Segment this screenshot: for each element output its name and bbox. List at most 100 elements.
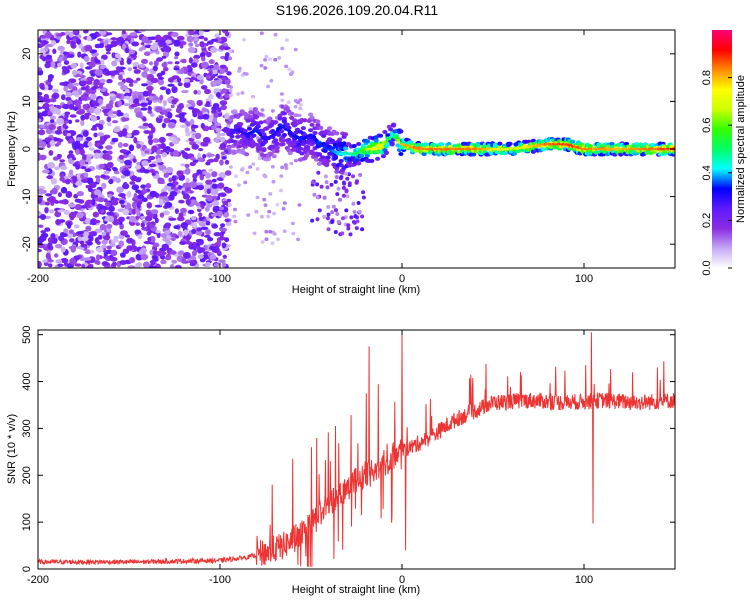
- heatmap-cell: [72, 163, 78, 167]
- heatmap-cell: [214, 122, 221, 127]
- heatmap-cell: [281, 111, 287, 116]
- heatmap-cell: [205, 194, 213, 202]
- heatmap-cell: [71, 70, 77, 76]
- heatmap-cell: [38, 140, 44, 147]
- heatmap-cell: [149, 61, 153, 66]
- heatmap-cell: [232, 109, 238, 114]
- heatmap-cell: [303, 154, 309, 159]
- heatmap-cell: [141, 58, 148, 64]
- heatmap-cell: [108, 205, 115, 212]
- heatmap-cell: [219, 192, 227, 197]
- colorbar-tick-label: 0.6: [701, 118, 713, 133]
- heatmap-cell: [334, 175, 339, 179]
- heatmap-cell: [338, 197, 342, 202]
- heatmap-cell: [141, 226, 149, 231]
- heatmap-cell: [87, 141, 93, 147]
- heatmap-cell: [122, 208, 129, 216]
- heatmap-cell: [168, 217, 177, 221]
- heatmap-cell: [341, 185, 346, 190]
- heatmap-cell: [85, 85, 90, 91]
- heatmap-cell: [131, 184, 139, 191]
- heatmap-cell: [97, 132, 105, 137]
- heatmap-cell: [196, 100, 203, 106]
- heatmap-cell: [97, 197, 105, 203]
- heatmap-cell: [90, 218, 98, 226]
- heatmap-cell: [65, 178, 71, 185]
- heatmap-cell: [47, 84, 53, 91]
- heatmap-cell: [72, 157, 77, 161]
- heatmap-cell: [282, 201, 287, 205]
- heatmap-cell: [54, 166, 61, 171]
- heatmap-cell: [68, 229, 74, 235]
- heatmap-cell: [242, 129, 248, 133]
- heatmap-cell: [112, 261, 117, 267]
- heatmap-cell: [236, 183, 241, 187]
- colorbar-tick-label: 0.8: [701, 70, 713, 85]
- heatmap-cell: [188, 244, 195, 250]
- heatmap-cell: [184, 147, 191, 151]
- heatmap-cell: [214, 33, 220, 39]
- heatmap-cell: [213, 263, 221, 267]
- heatmap-cell: [205, 101, 211, 107]
- heatmap-cell: [206, 40, 214, 45]
- heatmap-cell: [62, 103, 70, 110]
- heatmap-cell: [40, 86, 45, 90]
- heatmap-cell: [353, 214, 358, 219]
- heatmap-cell: [191, 216, 197, 221]
- spectrogram-x-label: Height of straight line (km): [292, 284, 420, 296]
- heatmap-cell: [58, 200, 66, 204]
- heatmap-cell: [84, 218, 92, 225]
- heatmap-cell: [117, 81, 125, 87]
- heatmap-cell: [243, 180, 248, 185]
- heatmap-cell: [507, 141, 513, 146]
- heatmap-cell: [116, 37, 124, 44]
- heatmap-cell: [141, 83, 148, 87]
- heatmap-cell: [318, 125, 324, 130]
- heatmap-cell: [131, 132, 137, 136]
- heatmap-cell: [236, 92, 241, 96]
- heatmap-cell: [134, 229, 142, 235]
- heatmap-cell: [105, 51, 111, 55]
- heatmap-cell: [156, 263, 161, 268]
- heatmap-cell: [182, 182, 190, 188]
- heatmap-cell: [261, 148, 267, 153]
- heatmap-cell: [51, 40, 56, 46]
- heatmap-cell: [38, 112, 46, 117]
- heatmap-cell: [62, 123, 67, 129]
- heatmap-cell: [171, 259, 178, 264]
- heatmap-cell: [315, 182, 320, 187]
- heatmap-cell: [158, 115, 164, 119]
- heatmap-cell: [88, 62, 96, 68]
- heatmap-cell: [188, 106, 195, 110]
- heatmap-cell: [233, 219, 238, 224]
- heatmap-cell: [144, 39, 153, 44]
- heatmap-cell: [74, 263, 82, 267]
- heatmap-cell: [236, 144, 242, 149]
- heatmap-cell: [49, 98, 57, 103]
- heatmap-cell: [205, 98, 211, 103]
- heatmap-cell: [128, 78, 134, 84]
- heatmap-cell: [65, 191, 73, 198]
- heatmap-cell: [57, 192, 63, 198]
- heatmap-cell: [224, 54, 230, 62]
- heatmap-cell: [191, 124, 199, 129]
- heatmap-cell: [208, 94, 214, 100]
- heatmap-cell: [185, 132, 191, 137]
- heatmap-cell: [145, 183, 152, 189]
- heatmap-cell: [106, 161, 114, 169]
- heatmap-cell: [219, 100, 228, 106]
- heatmap-cell: [165, 39, 172, 45]
- heatmap-cell: [169, 250, 177, 255]
- heatmap-cell: [163, 117, 171, 124]
- heatmap-cell: [219, 206, 224, 211]
- heatmap-cell: [106, 79, 111, 84]
- heatmap-cell: [211, 183, 218, 189]
- heatmap-cell: [344, 188, 349, 193]
- heatmap-cell: [109, 256, 118, 262]
- heatmap-cell: [113, 127, 121, 133]
- heatmap-cell: [321, 133, 327, 138]
- heatmap-cell: [93, 152, 100, 159]
- heatmap-cell: [90, 73, 96, 77]
- heatmap-cell: [57, 62, 62, 68]
- heatmap-cell: [135, 111, 143, 118]
